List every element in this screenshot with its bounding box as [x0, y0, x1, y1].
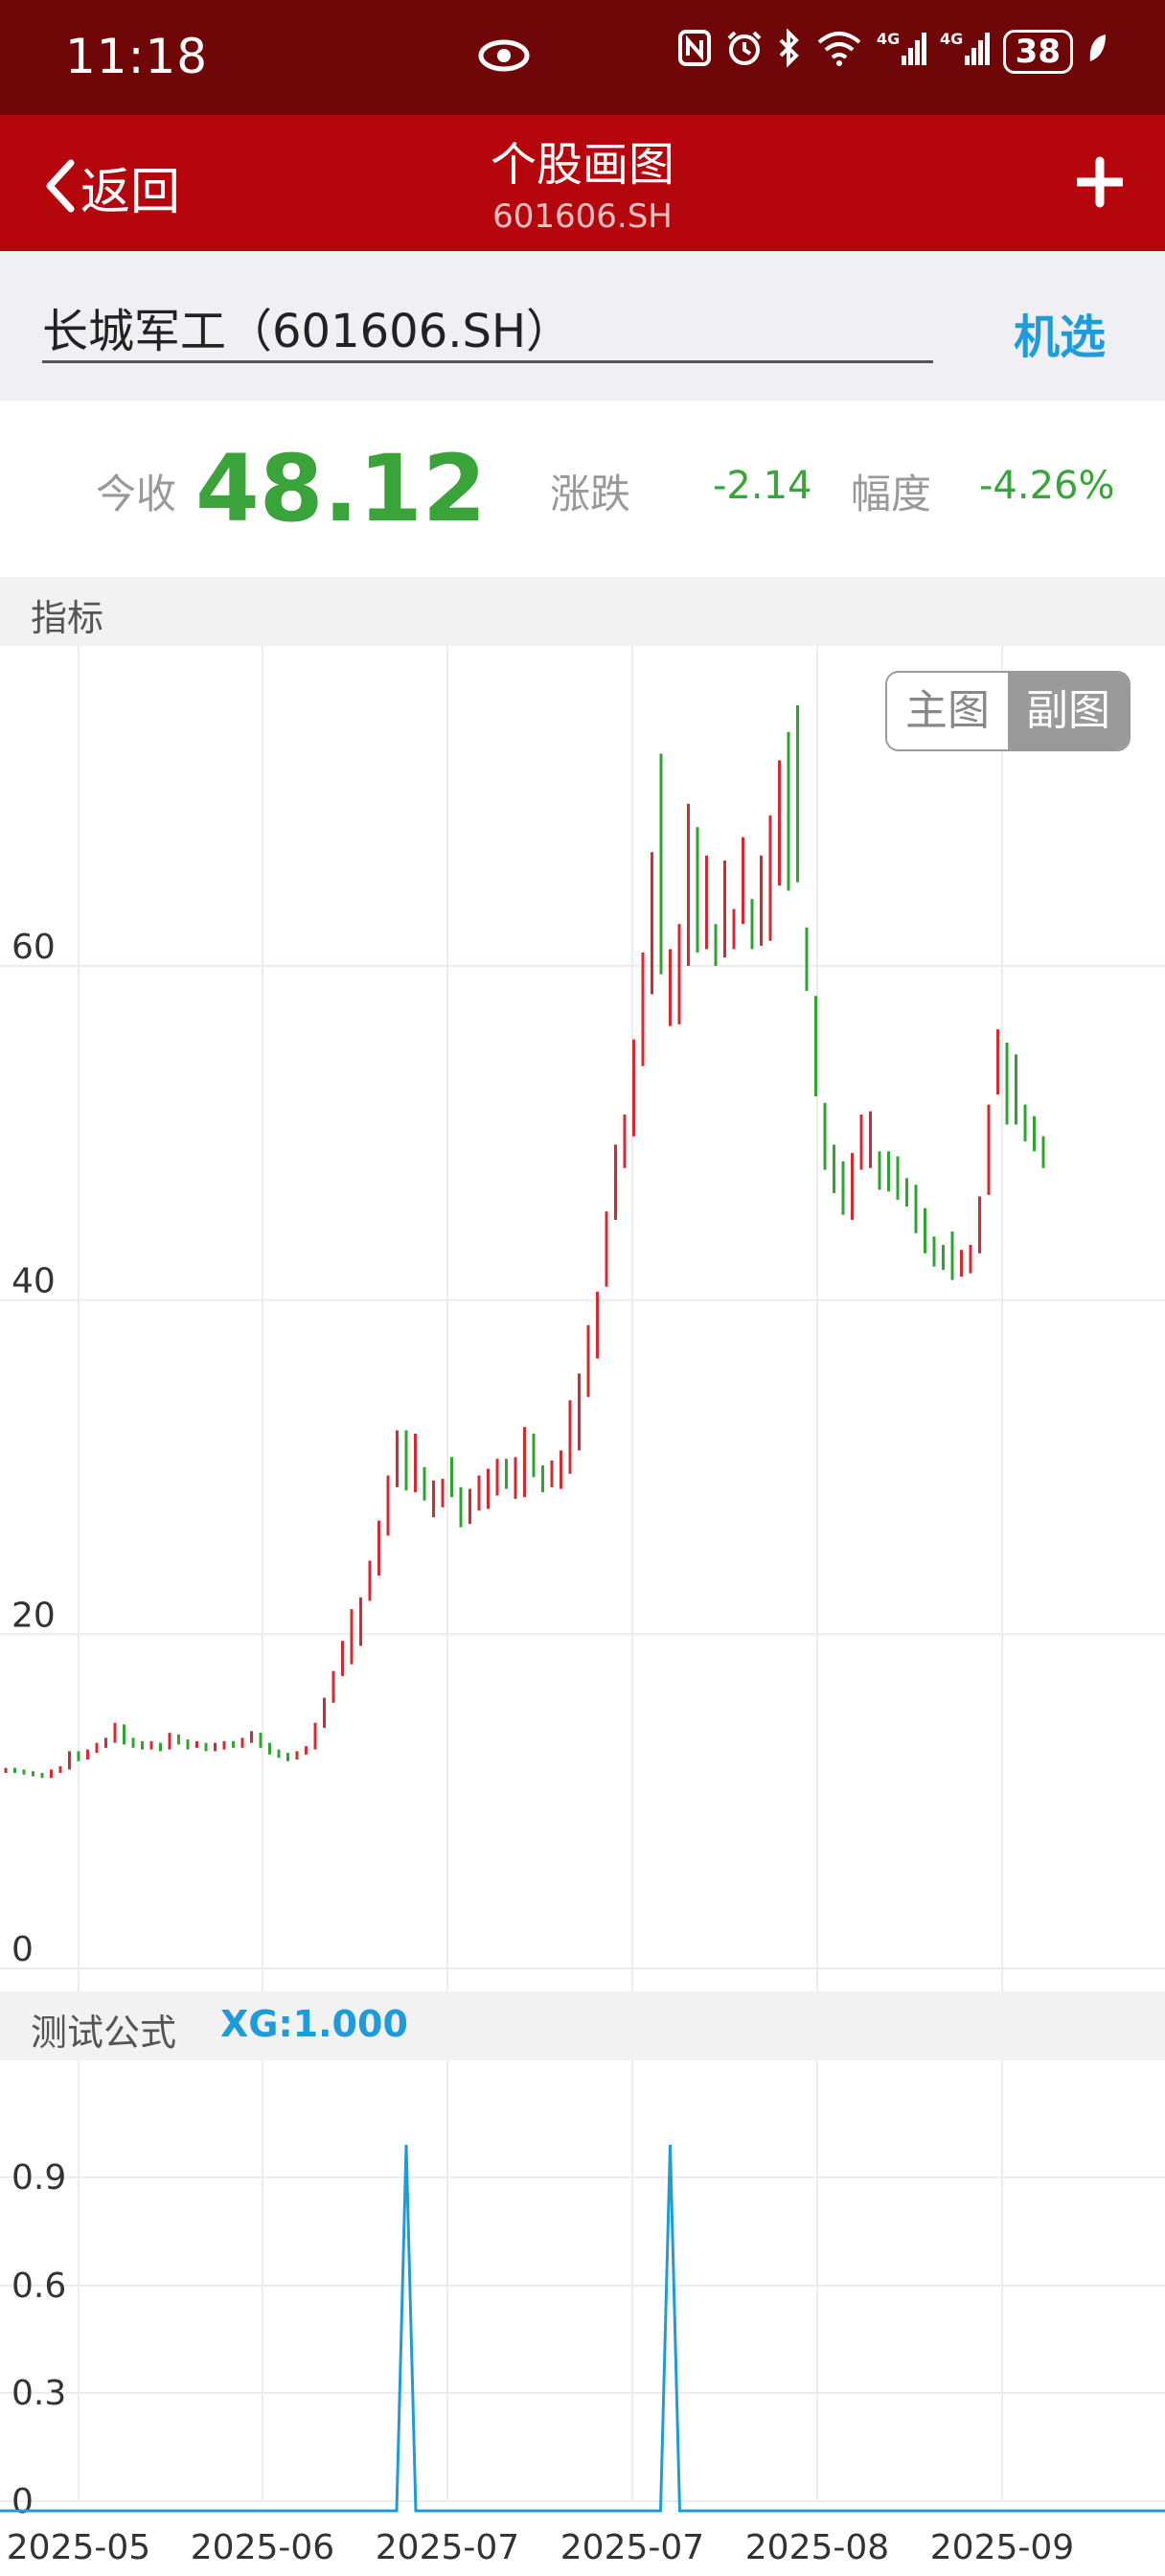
back-button[interactable]: 返回 [42, 151, 180, 223]
auto-pick-button[interactable]: 机选 [1013, 310, 1106, 364]
y-tick-label: 20 [11, 1596, 56, 1635]
pct-label: 幅度 [851, 471, 932, 518]
stock-input[interactable] [42, 293, 933, 363]
formula-section-header: 测试公式 XG:1.000 [0, 1991, 1165, 2060]
nav-bar: 返回 个股画图 601606.SH [0, 115, 1165, 251]
signal-4g-icon: 4G [940, 29, 990, 75]
wifi-icon [815, 29, 863, 75]
close-value: 48.12 [195, 435, 487, 542]
xg-signal-line [0, 2144, 1165, 2513]
change-label: 涨跌 [550, 471, 631, 518]
page-title: 个股画图 [490, 138, 674, 192]
y-tick-label: 0.6 [11, 2266, 66, 2306]
y-tick-label: 0.9 [11, 2158, 66, 2197]
indicator-section-header: 指标 [0, 577, 1165, 646]
main-chart-toggle[interactable]: 主图 [887, 673, 1008, 749]
sub-chart-toggle[interactable]: 副图 [1008, 673, 1129, 749]
x-tick-label: 2025-05 [7, 2528, 150, 2567]
chart-mode-toggle: 主图 副图 [885, 671, 1131, 751]
change-value: -2.14 [713, 464, 812, 508]
x-tick-label: 2025-06 [191, 2528, 334, 2567]
y-tick-label: 0 [11, 1930, 34, 1969]
battery-indicator: 38 [1002, 30, 1073, 74]
signal-4g-icon: 4G [877, 29, 926, 75]
bluetooth-icon [777, 28, 802, 75]
x-tick-label: 2025-09 [930, 2528, 1074, 2567]
chevron-left-icon [42, 157, 77, 218]
plus-icon [1074, 156, 1126, 215]
x-tick-label: 2025-07 [376, 2528, 519, 2567]
leaf-icon [1086, 29, 1108, 75]
y-tick-label: 40 [11, 1262, 56, 1301]
status-time: 11:18 [65, 29, 209, 84]
back-label: 返回 [80, 164, 181, 221]
page-subtitle: 601606.SH [492, 197, 673, 236]
quote-summary: 今收 48.12 涨跌 -2.14 幅度 -4.26% [0, 401, 1165, 577]
status-icons: 4G 4G 38 [677, 28, 1108, 75]
svg-text:4G: 4G [877, 30, 900, 48]
eye-icon [477, 36, 531, 79]
close-label: 今收 [96, 471, 177, 518]
x-tick-label: 2025-08 [745, 2528, 889, 2567]
formula-chart[interactable]: 0 0.3 0.6 0.9 2025-05 2025-06 2025-07 2025-07 20… [0, 2060, 1165, 2576]
y-tick-label: 60 [11, 928, 56, 967]
indicator-label: 指标 [31, 597, 104, 639]
alarm-icon [725, 29, 764, 75]
x-tick-label: 2025-07 [560, 2528, 704, 2567]
add-button[interactable] [1074, 153, 1126, 215]
nfc-icon [677, 29, 712, 75]
formula-value: XG:1.000 [220, 2003, 408, 2045]
formula-label: 测试公式 [31, 2012, 177, 2054]
pct-value: -4.26% [979, 464, 1115, 508]
stock-search-row: 机选 [0, 251, 1165, 401]
svg-text:4G: 4G [940, 30, 963, 48]
kline-chart[interactable]: 0 20 40 60 [0, 646, 1165, 1991]
y-tick-label: 0.3 [11, 2374, 66, 2413]
y-tick-label: 0 [11, 2482, 34, 2521]
status-bar: 11:18 4G 4G 38 [0, 0, 1165, 115]
